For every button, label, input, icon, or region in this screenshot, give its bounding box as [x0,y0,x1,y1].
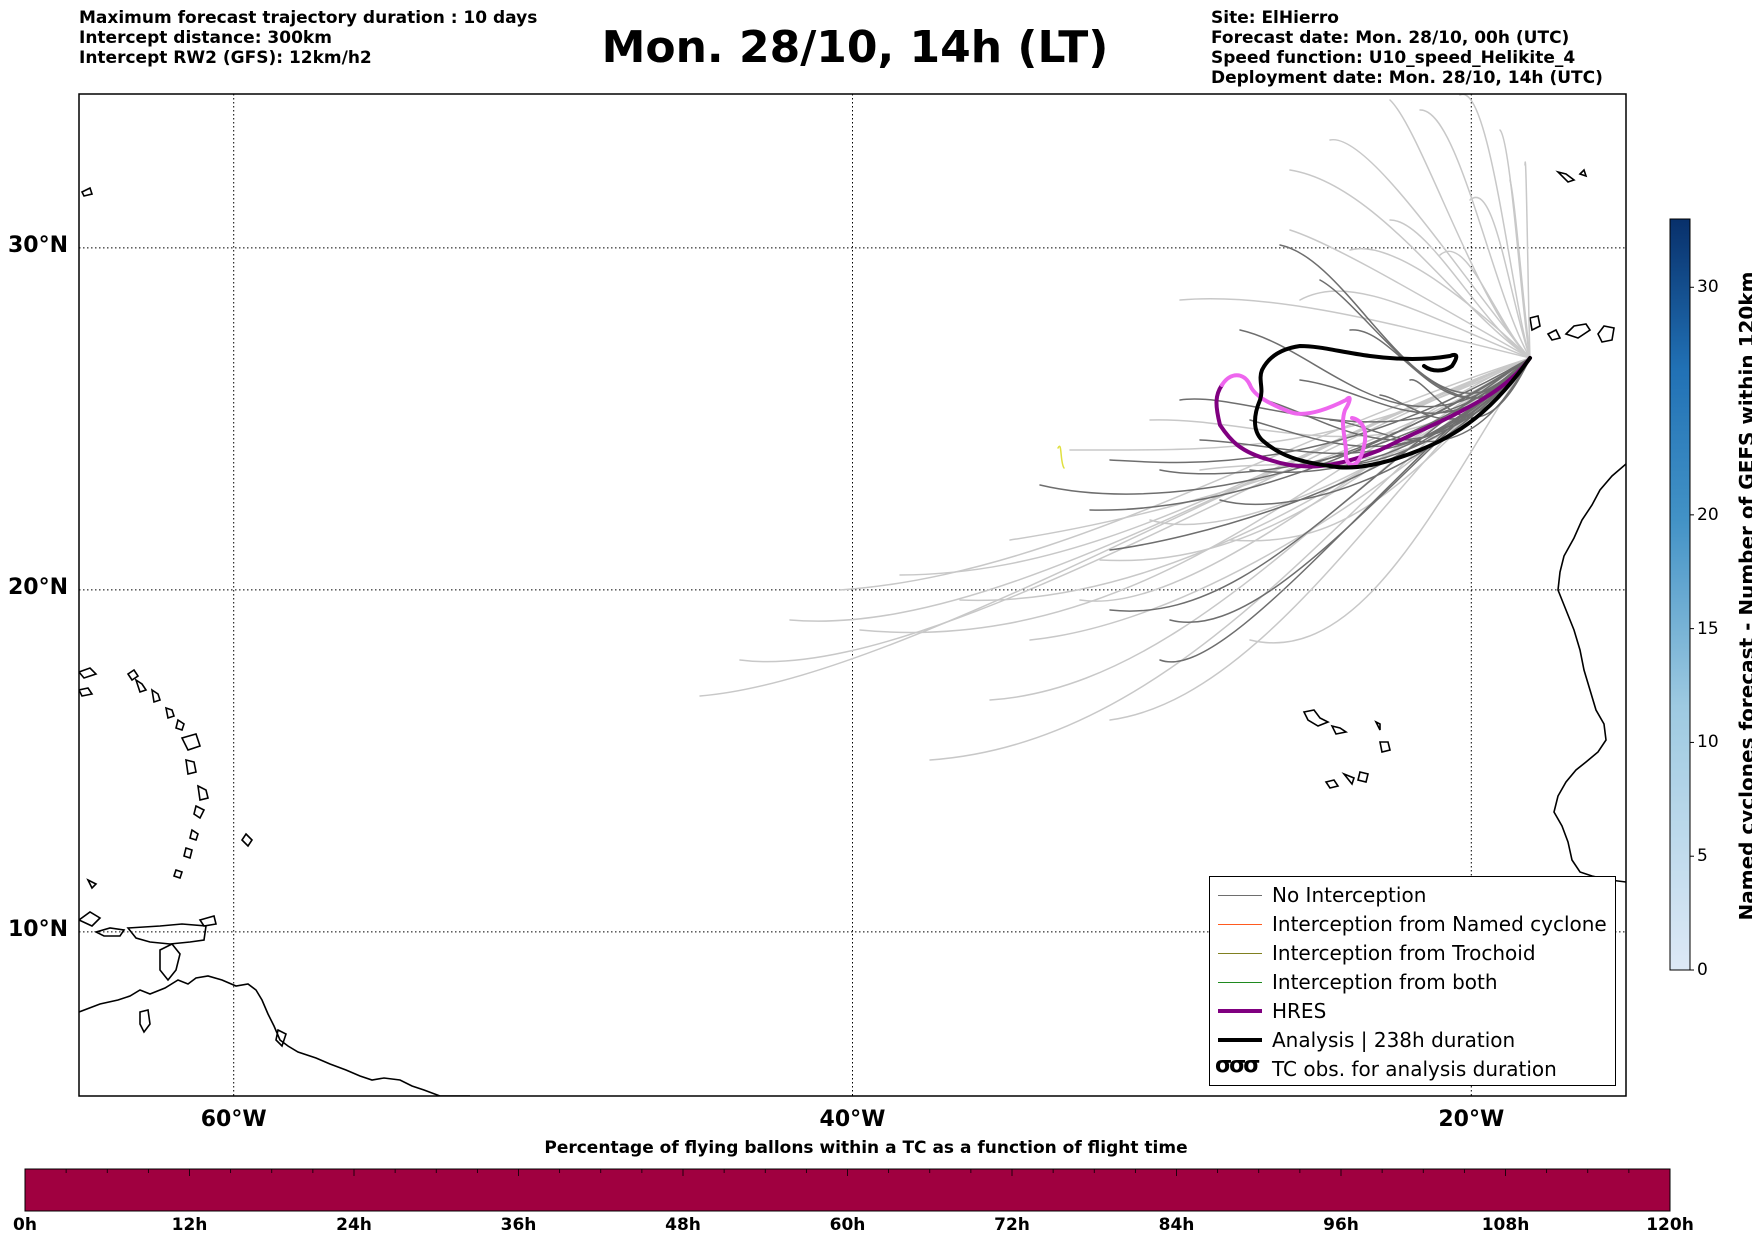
legend-item-hres: HRES [1210,997,1610,1026]
bar-tick-label: 60h [829,1215,866,1235]
no-interception-trajectory [1199,357,1531,455]
tc-percentage-bar-ticks [65,1169,1630,1176]
no-interception-trajectory [1219,357,1531,506]
legend: No Interception Interception from Named … [1209,876,1616,1086]
ensemble-trajectory [1299,290,1531,359]
colorbar-tick-label: 5 [1697,846,1708,867]
lat-label-10: 10°N [8,916,69,942]
legend-swatch [1218,952,1262,954]
bar-tick-label: 108h [1481,1215,1530,1235]
ensemble-trajectory [1524,161,1531,359]
speed-function-text: Speed function: U10_speed_Helikite_4 [1211,48,1576,68]
ensemble-trajectory [1099,357,1531,562]
page-title: Mon. 28/10, 14h (LT) [601,22,1109,73]
deployment-date-text: Deployment date: Mon. 28/10, 14h (UTC) [1211,68,1603,88]
no-interception-trajectory [1329,357,1531,443]
tc-percentage-bar-title: Percentage of flying ballons within a TC… [544,1138,1188,1158]
legend-swatch [1218,1038,1262,1042]
ensemble-trajectory [1439,250,1531,359]
legend-item-analysis: Analysis | 238h duration [1210,1026,1610,1055]
legend-label: Interception from both [1272,970,1498,994]
colorbar-tick-label: 30 [1697,277,1719,298]
bar-tick-label: 96h [1323,1215,1359,1235]
legend-swatch [1218,981,1262,983]
legend-swatch [1218,923,1262,925]
lat-label-20: 20°N [8,574,69,600]
bar-tick-label: 12h [171,1215,208,1235]
ensemble-trajectory [1389,219,1531,359]
analysis-trajectory [1253,344,1532,470]
bar-tick-label: 72h [994,1215,1030,1235]
colorbar-tick-label: 0 [1697,960,1708,980]
colorbar-label: Named cyclones forecast - Number of GEFS… [1735,271,1752,921]
ensemble-trajectory [1459,94,1531,359]
colorbar-tick-label: 20 [1697,504,1719,525]
legend-label: Interception from Named cyclone [1272,912,1607,936]
ensemble-trajectory [1009,357,1531,541]
bar-tick-label: 24h [336,1215,372,1235]
ensemble-trajectory [1419,109,1531,359]
legend-label: Analysis | 238h duration [1272,1028,1516,1052]
bar-tick-label: 0h [13,1215,37,1235]
colorbar-tick-label: 10 [1697,732,1719,753]
ensemble-trajectory [1029,357,1531,641]
no-interception-trajectory [1109,357,1531,464]
ensemble-trajectory [899,357,1531,576]
tc-obs-marker-icon: σσσ [1215,1053,1260,1078]
intercept-distance-text: Intercept distance: 300km [79,28,332,48]
colorbar-tick-label: 15 [1697,618,1719,639]
ensemble-trajectory [959,357,1531,602]
forecast-parameters: Maximum forecast trajectory duration : 1… [79,8,537,68]
legend-label: No Interception [1272,883,1427,907]
ensemble-trajectory [1329,139,1531,359]
legend-item-trochoid: Interception from Trochoid [1210,939,1610,968]
ensemble-trajectory [1079,357,1531,602]
hres-trajectory-late [1220,373,1368,467]
ensemble-trajectory [1069,357,1531,451]
ensemble-trajectory [1509,179,1531,359]
intercept-rw2-text: Intercept RW2 (GFS): 12km/h2 [79,48,372,68]
legend-item-tc-obs: σσσ TC obs. for analysis duration [1210,1053,1610,1084]
no-interception-trajectory [1179,357,1531,423]
max-duration-text: Maximum forecast trajectory duration : 1… [79,8,538,28]
lon-label-20w: 20°W [1438,1107,1505,1132]
ensemble-trajectory [1179,297,1531,359]
legend-swatch [1218,894,1262,896]
lon-label-60w: 60°W [200,1107,267,1132]
legend-item-named-cyclone: Interception from Named cyclone [1210,910,1610,939]
legend-label: Interception from Trochoid [1272,941,1536,965]
legend-item-no-interception: No Interception [1210,881,1610,910]
ensemble-trajectory [1289,169,1531,359]
ensemble-trajectory [1389,99,1531,359]
legend-swatch [1218,1009,1262,1013]
trochoid-interception-mark [1057,445,1065,469]
trajectory-layer [699,94,1532,761]
legend-item-both: Interception from both [1210,968,1610,997]
site-text: Site: ElHierro [1211,8,1339,28]
legend-label: HRES [1272,999,1327,1023]
ensemble-trajectory [1289,229,1531,359]
lat-label-30: 30°N [8,232,69,258]
bar-tick-label: 36h [500,1215,537,1235]
bar-tick-label: 120h [1646,1215,1694,1235]
legend-label: TC obs. for analysis duration [1272,1057,1557,1081]
forecast-date-text: Forecast date: Mon. 28/10, 00h (UTC) [1211,28,1570,48]
ensemble-trajectory [1499,129,1531,359]
hres-trajectory [1214,356,1532,469]
bar-tick-label: 48h [665,1215,701,1235]
coastlines [79,168,1626,1096]
ensemble-trajectory [1249,357,1531,644]
colorbar-gradient [1669,218,1691,971]
map-frame [78,93,1627,1097]
lon-label-40w: 40°W [819,1107,886,1132]
ensemble-trajectory [1469,196,1531,359]
bar-tick-label: 84h [1158,1215,1195,1235]
ensemble-trajectory [839,357,1531,591]
site-info: Site: ElHierro Forecast date: Mon. 28/10… [1211,8,1603,88]
colorbar-ticks [1690,286,1694,971]
no-interception-trajectory [1249,357,1531,448]
ensemble-trajectory [1349,247,1531,359]
no-interception-trajectory [1089,357,1531,511]
